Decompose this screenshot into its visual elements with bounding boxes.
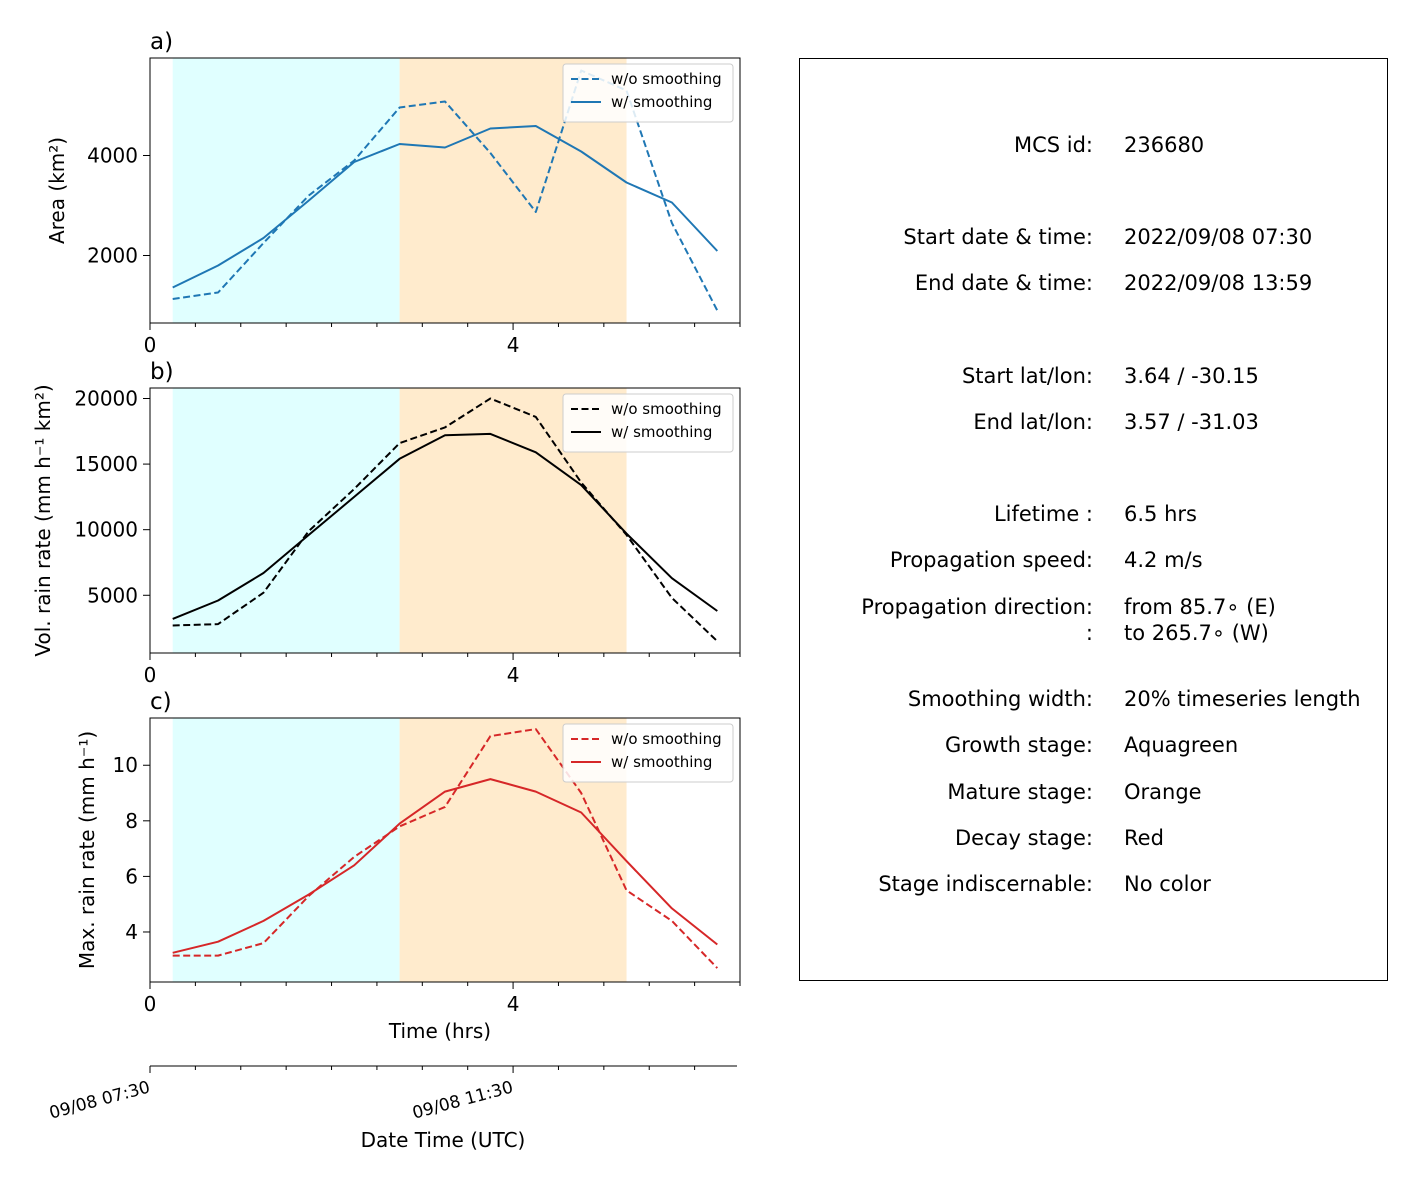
- info-label: Start date & time:: [903, 225, 1093, 249]
- y-tick-label: 10000: [74, 518, 138, 542]
- chart-panel-c: 0 4 4 6 8 10 c) Max. rain rate (mm h⁻¹) Time (hr…: [75, 689, 741, 1043]
- info-value: 3.64 / -30.15: [1124, 364, 1259, 388]
- series-line-with-smoothing: [172, 778, 718, 954]
- info-value: 20% timeseries length: [1124, 687, 1361, 711]
- info-label: Smoothing width:: [907, 687, 1093, 711]
- y-tick-label: 2000: [87, 244, 138, 268]
- mcs-info-panel: MCS id: 236680 Start date & time: 2022/0…: [799, 58, 1388, 981]
- info-label: Start lat/lon:: [961, 364, 1093, 388]
- y-tick-label: 10: [113, 753, 138, 777]
- info-label: Growth stage:: [944, 733, 1093, 757]
- date-tick-label: 09/08 07:30: [47, 1078, 152, 1124]
- x-tick-label: 4: [507, 333, 520, 357]
- info-label: MCS id:: [1013, 133, 1093, 157]
- panel-label: b): [150, 359, 174, 385]
- y-tick-label: 6: [125, 864, 138, 888]
- info-label: Lifetime :: [993, 502, 1093, 526]
- series-line-without-smoothing: [172, 728, 719, 969]
- plot-frame: [149, 717, 741, 983]
- info-value: to 265.7∘ (W): [1124, 621, 1269, 645]
- info-value: Red: [1124, 826, 1164, 850]
- date-tick-label: 09/08 11:30: [410, 1078, 515, 1124]
- series-line-without-smoothing: [172, 69, 719, 311]
- info-label: Mature stage:: [947, 780, 1093, 804]
- y-tick-label: 4: [125, 920, 138, 944]
- info-label: End date & time:: [914, 271, 1093, 295]
- y-axis-label: Max. rain rate (mm h⁻¹): [75, 731, 99, 969]
- plot-frame: [149, 387, 741, 654]
- info-label: Propagation direction:: [861, 595, 1093, 619]
- y-tick-label: 8: [125, 809, 138, 833]
- panel-label: c): [150, 689, 172, 715]
- legend-box: [562, 63, 734, 123]
- info-value: 6.5 hrs: [1124, 502, 1197, 526]
- chart-panel-a: 0 4 2000 4000 a) Area (km²) w/o smoothing w/ sm…: [45, 29, 741, 357]
- info-value: 3.57 / -31.03: [1124, 410, 1259, 434]
- legend: w/o smoothing w/ smoothing: [562, 393, 734, 453]
- growth-stage-band: [172, 58, 400, 323]
- info-value: Aquagreen: [1124, 733, 1239, 757]
- series-line-with-smoothing: [172, 432, 718, 620]
- series-line-with-smoothing: [172, 125, 719, 289]
- info-value: No color: [1124, 872, 1211, 896]
- info-label: End lat/lon:: [973, 410, 1093, 434]
- legend-box: [562, 393, 734, 453]
- date-axis-label: Date Time (UTC): [361, 1128, 526, 1152]
- growth-stage-band: [172, 718, 400, 982]
- info-label: :: [1085, 621, 1093, 645]
- growth-stage-band: [172, 388, 400, 653]
- y-tick-label: 20000: [74, 386, 138, 410]
- panel-label: a): [150, 29, 173, 55]
- x-tick-label: 0: [144, 992, 157, 1016]
- x-tick-label: 0: [144, 333, 157, 357]
- legend-entry: w/o smoothing: [611, 400, 722, 418]
- info-value: 2022/09/08 07:30: [1124, 225, 1313, 249]
- legend-entry: w/o smoothing: [611, 70, 722, 88]
- info-value: 4.2 m/s: [1124, 548, 1203, 572]
- legend-box: [562, 723, 734, 783]
- info-value: 2022/09/08 13:59: [1124, 271, 1313, 295]
- legend-entry: w/ smoothing: [611, 423, 712, 441]
- info-value: 236680: [1124, 133, 1205, 157]
- legend: w/o smoothing w/ smoothing: [562, 723, 734, 783]
- legend-entry: w/ smoothing: [611, 93, 712, 111]
- x-tick-label: 4: [507, 992, 520, 1016]
- y-axis-label: Area (km²): [45, 137, 69, 244]
- y-tick-label: 4000: [87, 144, 138, 168]
- x-tick-label: 0: [144, 663, 157, 687]
- info-label: Stage indiscernable:: [878, 872, 1093, 896]
- y-tick-label: 15000: [74, 452, 138, 476]
- info-label: Propagation speed:: [889, 548, 1093, 572]
- x-axis-label: Time (hrs): [388, 1019, 491, 1043]
- chart-panel-b: 0 4 5000 10000 15000 20000 b) Vol. rain rate (m…: [31, 359, 741, 687]
- info-label: Decay stage:: [955, 826, 1093, 850]
- y-axis-label: Vol. rain rate (mm h⁻¹ km²): [31, 384, 55, 656]
- x-tick-label: 4: [507, 663, 520, 687]
- legend-entry: w/ smoothing: [611, 753, 712, 771]
- y-tick-label: 5000: [87, 583, 138, 607]
- plot-frame: [149, 57, 741, 324]
- info-value: from 85.7∘ (E): [1124, 595, 1276, 619]
- info-value: Orange: [1124, 780, 1202, 804]
- date-time-axis: 09/08 07:30 09/08 11:30 Date Time (UTC): [47, 1065, 737, 1152]
- legend-entry: w/o smoothing: [611, 730, 722, 748]
- legend: w/o smoothing w/ smoothing: [562, 63, 734, 123]
